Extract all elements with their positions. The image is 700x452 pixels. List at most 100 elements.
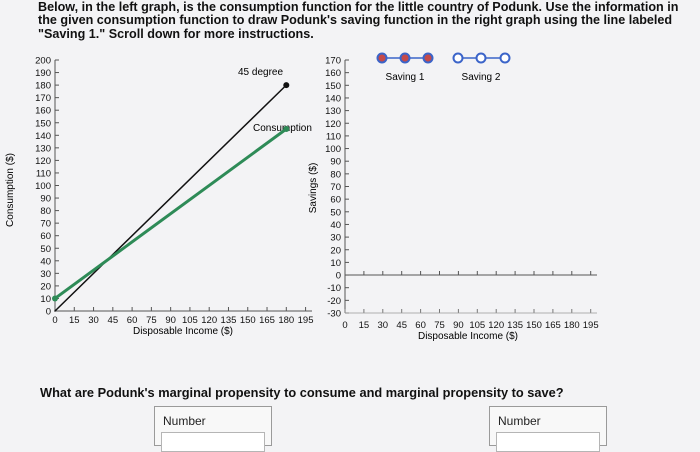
left-y-tick-label: 70 — [40, 219, 51, 230]
right-y-tick-label: 110 — [326, 131, 341, 142]
saving-1-handle-left[interactable] — [376, 52, 388, 64]
left-y-tick-label: 90 — [40, 194, 51, 205]
left-y-tick-label: 10 — [40, 294, 51, 305]
consumption-line — [53, 127, 288, 300]
legend-saving-1[interactable]: Saving 1 — [376, 52, 434, 84]
left-y-tick-label: 140 — [35, 131, 51, 142]
left-y-tick-label: 20 — [40, 281, 51, 292]
right-x-axis-label: Disposable Income ($) — [418, 331, 518, 342]
right-y-tick-label: 70 — [330, 182, 341, 193]
left-y-tick-label: 60 — [40, 231, 51, 242]
left-y-tick-label: 40 — [40, 256, 51, 267]
right-x-tick-label: 45 — [396, 320, 407, 331]
left-x-tick-label: 180 — [278, 315, 294, 326]
line-45-label: 45 degree — [238, 67, 283, 78]
left-y-tick-label: 120 — [35, 156, 51, 167]
right-x-tick-label: 120 — [488, 320, 504, 331]
left-y-tick-label: 100 — [35, 181, 51, 192]
right-y-tick-label: 50 — [330, 207, 341, 218]
left-x-tick-label: 30 — [88, 315, 99, 326]
left-x-tick-label: 90 — [165, 315, 176, 326]
left-y-tick-label: 110 — [36, 168, 51, 179]
right-y-tick-label: 160 — [325, 68, 341, 79]
instructions-line-2: the given consumption function to draw P… — [38, 13, 673, 28]
left-x-tick-label: 135 — [221, 315, 237, 326]
right-x-tick-label: 195 — [583, 320, 599, 331]
left-x-tick-label: 15 — [69, 315, 80, 326]
left-x-tick-label: 0 — [52, 315, 57, 326]
right-y-tick-label: 40 — [330, 220, 341, 231]
right-y-tick-label: 170 — [325, 56, 341, 67]
mps-input[interactable] — [496, 432, 600, 452]
left-y-tick-label: 50 — [40, 244, 51, 255]
left-x-tick-label: 120 — [201, 315, 217, 326]
right-y-tick-label: 140 — [325, 93, 341, 104]
right-x-tick-label: 180 — [564, 320, 580, 331]
savings-graph[interactable]: Savings ($) Disposable Income ($) Saving… — [308, 52, 599, 343]
right-x-tick-label: 30 — [378, 320, 389, 331]
left-x-tick-label: 105 — [182, 315, 198, 326]
right-y-tick-label: 30 — [330, 233, 341, 244]
instructions-text: Below, in the left graph, is the consump… — [38, 0, 679, 41]
right-y-tick-label: 130 — [325, 106, 341, 117]
left-y-tick-label: 160 — [35, 106, 51, 117]
saving-1-handle-mid[interactable] — [399, 52, 411, 64]
mps-number-label: Number — [498, 414, 541, 428]
right-x-tick-label: 150 — [526, 320, 542, 331]
right-y-tick-label: 0 — [336, 271, 341, 282]
mpc-number-label: Number — [163, 414, 206, 428]
left-y-tick-label: 0 — [46, 307, 51, 318]
right-y-tick-label: 150 — [325, 81, 341, 92]
left-y-tick-label: 130 — [35, 143, 51, 154]
line-45-degree-end-point — [283, 82, 290, 89]
legend-saving-1-label: Saving 1 — [386, 72, 425, 83]
right-y-axis-label: Savings ($) — [308, 163, 319, 214]
saving-2-handle-left[interactable] — [452, 52, 464, 64]
mps-answer-box: Number — [489, 406, 607, 452]
right-x-tick-label: 75 — [434, 320, 445, 331]
graphs-area: Consumption ($) Disposable Income ($) 45… — [5, 52, 599, 343]
right-y-tick-label: 120 — [325, 119, 341, 130]
right-y-tick-label: 60 — [330, 195, 341, 206]
left-y-axis-label: Consumption ($) — [5, 153, 16, 227]
left-x-tick-label: 165 — [259, 315, 275, 326]
right-x-tick-label: 60 — [415, 320, 426, 331]
legend-saving-2-label: Saving 2 — [462, 72, 501, 83]
saving-1-handle-right[interactable] — [422, 52, 434, 64]
left-y-tick-label: 190 — [35, 68, 51, 79]
right-x-tick-label: 0 — [342, 320, 347, 331]
consumption-line-end-point — [283, 126, 290, 133]
right-x-tick-label: 165 — [545, 320, 561, 331]
line-45-degree — [54, 84, 288, 312]
left-y-tick-label: 150 — [35, 118, 51, 129]
right-y-tick-label: 20 — [330, 245, 341, 256]
right-y-tick-label: 80 — [330, 169, 341, 180]
left-x-axis-label: Disposable Income ($) — [133, 326, 233, 337]
left-y-tick-label: 200 — [35, 56, 51, 67]
consumption-line-start-point — [52, 295, 58, 302]
left-x-tick-label: 195 — [298, 315, 314, 326]
mpc-input[interactable] — [161, 432, 265, 452]
instructions-line-3: "Saving 1." Scroll down for more instruc… — [38, 26, 314, 41]
consumption-label: Consumption — [253, 123, 312, 134]
instructions-line-1: Below, in the left graph, is the consump… — [38, 0, 679, 14]
left-x-tick-label: 75 — [146, 315, 157, 326]
question-text: What are Podunk's marginal propensity to… — [40, 385, 564, 400]
right-y-tick-label: -10 — [327, 283, 341, 294]
right-x-tick-label: 15 — [359, 320, 370, 331]
right-y-tick-label: 90 — [330, 157, 341, 168]
right-x-tick-label: 90 — [453, 320, 464, 331]
left-y-tick-label: 30 — [40, 269, 51, 280]
saving-2-handle-mid[interactable] — [475, 52, 487, 64]
left-x-tick-label: 60 — [127, 315, 138, 326]
legend-saving-2[interactable]: Saving 2 — [452, 52, 511, 84]
left-y-tick-label: 180 — [35, 81, 51, 92]
left-x-tick-label: 150 — [240, 315, 256, 326]
right-y-tick-label: 100 — [325, 144, 341, 155]
mpc-answer-box: Number — [154, 406, 272, 452]
left-x-tick-label: 45 — [108, 315, 119, 326]
saving-2-handle-right[interactable] — [499, 52, 511, 64]
consumption-graph: Consumption ($) Disposable Income ($) 45… — [5, 56, 314, 338]
right-y-tick-label: -20 — [327, 296, 341, 307]
left-y-tick-label: 170 — [35, 93, 51, 104]
